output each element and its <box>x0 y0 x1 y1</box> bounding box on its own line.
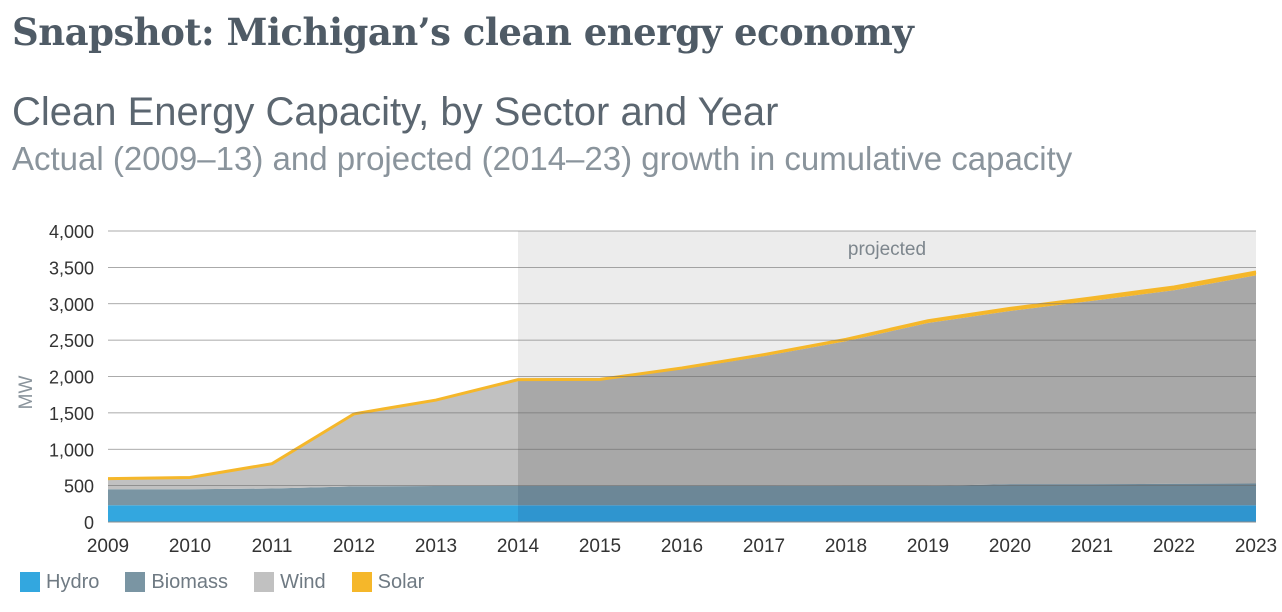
x-tick-label: 2022 <box>1153 536 1195 557</box>
page-heading: Snapshot: Michigan’s clean energy econom… <box>12 10 914 54</box>
series-area-biomass-projected <box>518 483 1256 506</box>
x-tick-label: 2011 <box>252 536 293 557</box>
series-line-solar <box>107 270 1257 481</box>
legend-swatch <box>254 572 275 592</box>
series-area-biomass-actual <box>108 485 518 506</box>
y-tick-label: 500 <box>64 477 94 497</box>
legend-item-biomass: Biomass <box>125 571 228 594</box>
y-tick-label: 1,000 <box>49 440 94 460</box>
legend-swatch <box>125 572 146 592</box>
legend-item-solar: Solar <box>351 570 425 594</box>
series-area-wind-projected <box>518 275 1256 486</box>
legend-item-wind: Wind <box>254 571 326 594</box>
legend-label: Biomass <box>151 570 229 593</box>
series-area-wind-actual <box>108 380 518 490</box>
y-tick-label: 3,500 <box>49 258 94 278</box>
series-area-hydro-actual <box>108 505 518 522</box>
chart-subtitle: Actual (2009–13) and projected (2014–23)… <box>12 140 1073 177</box>
x-tick-label: 2016 <box>661 536 703 557</box>
series-area-hydro-projected <box>518 505 1256 522</box>
x-tick-label: 2012 <box>333 536 375 557</box>
x-tick-label: 2013 <box>415 536 457 557</box>
chart-title: Clean Energy Capacity, by Sector and Yea… <box>12 90 779 134</box>
x-tick-label: 2018 <box>825 536 867 557</box>
legend-swatch <box>351 572 372 592</box>
x-tick-label: 2019 <box>907 536 949 557</box>
series-area-biomass <box>108 483 1256 506</box>
y-tick-label: 2,000 <box>49 368 94 388</box>
y-tick-label: 3,000 <box>49 295 94 315</box>
chart-legend: Hydro Biomass Wind Solar <box>20 568 450 596</box>
x-tick-label: 2017 <box>743 536 785 557</box>
y-tick-label: 1,500 <box>49 404 94 424</box>
x-tick-label: 2009 <box>87 536 129 557</box>
x-tick-label: 2020 <box>989 536 1031 557</box>
y-axis-label: MW <box>16 376 37 410</box>
legend-label: Solar <box>377 570 425 593</box>
y-tick-label: 0 <box>84 513 94 533</box>
legend-item-hydro: Hydro <box>20 571 99 594</box>
legend-label: Wind <box>280 570 326 593</box>
series-area-wind <box>108 275 1256 490</box>
x-tick-label: 2023 <box>1235 536 1277 557</box>
x-tick-label: 2021 <box>1071 536 1113 557</box>
y-tick-label: 4,000 <box>49 222 94 242</box>
legend-label: Hydro <box>46 570 100 593</box>
series-area-hydro <box>108 505 1256 522</box>
legend-swatch <box>20 572 40 592</box>
y-tick-label: 2,500 <box>49 331 94 351</box>
x-tick-label: 2015 <box>579 536 621 557</box>
x-tick-label: 2010 <box>169 536 211 557</box>
x-tick-label: 2014 <box>497 536 540 557</box>
projected-label: projected <box>848 239 926 260</box>
